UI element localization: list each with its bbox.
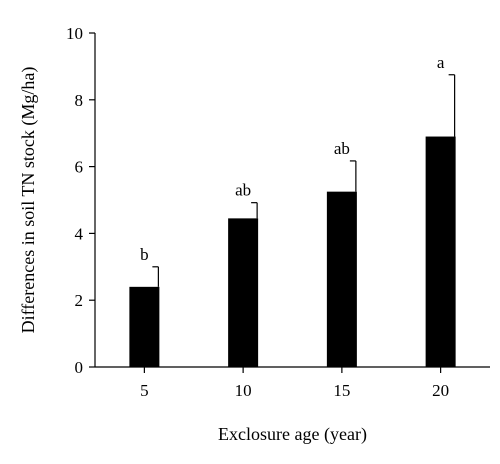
error-bars	[152, 74, 456, 287]
y-tick-label: 10	[66, 24, 83, 43]
x-tick-label: 10	[235, 381, 252, 400]
y-tick-label: 8	[75, 91, 84, 110]
bar	[425, 136, 456, 367]
x-axis-ticks: 5 10 15 20	[140, 367, 449, 400]
x-tick-label: 5	[140, 381, 149, 400]
y-axis-ticks: 0 2 4 6 8 10	[66, 24, 95, 377]
bars	[129, 136, 456, 367]
bar	[326, 191, 357, 367]
bar	[129, 286, 160, 367]
y-tick-label: 2	[75, 291, 84, 310]
bar	[228, 218, 259, 367]
y-axis-label: Differences in soil TN stock (Mg/ha)	[18, 67, 39, 334]
significance-label: a	[437, 53, 445, 72]
y-tick-label: 0	[75, 358, 84, 377]
significance-label: ab	[334, 139, 350, 158]
significance-label: b	[140, 245, 149, 264]
x-axis-label: Exclosure age (year)	[218, 424, 367, 445]
y-tick-label: 4	[75, 224, 84, 243]
x-tick-label: 20	[432, 381, 449, 400]
y-tick-label: 6	[75, 158, 84, 177]
significance-labels: b ab ab a	[140, 53, 445, 264]
x-tick-label: 15	[333, 381, 350, 400]
significance-label: ab	[235, 181, 251, 200]
